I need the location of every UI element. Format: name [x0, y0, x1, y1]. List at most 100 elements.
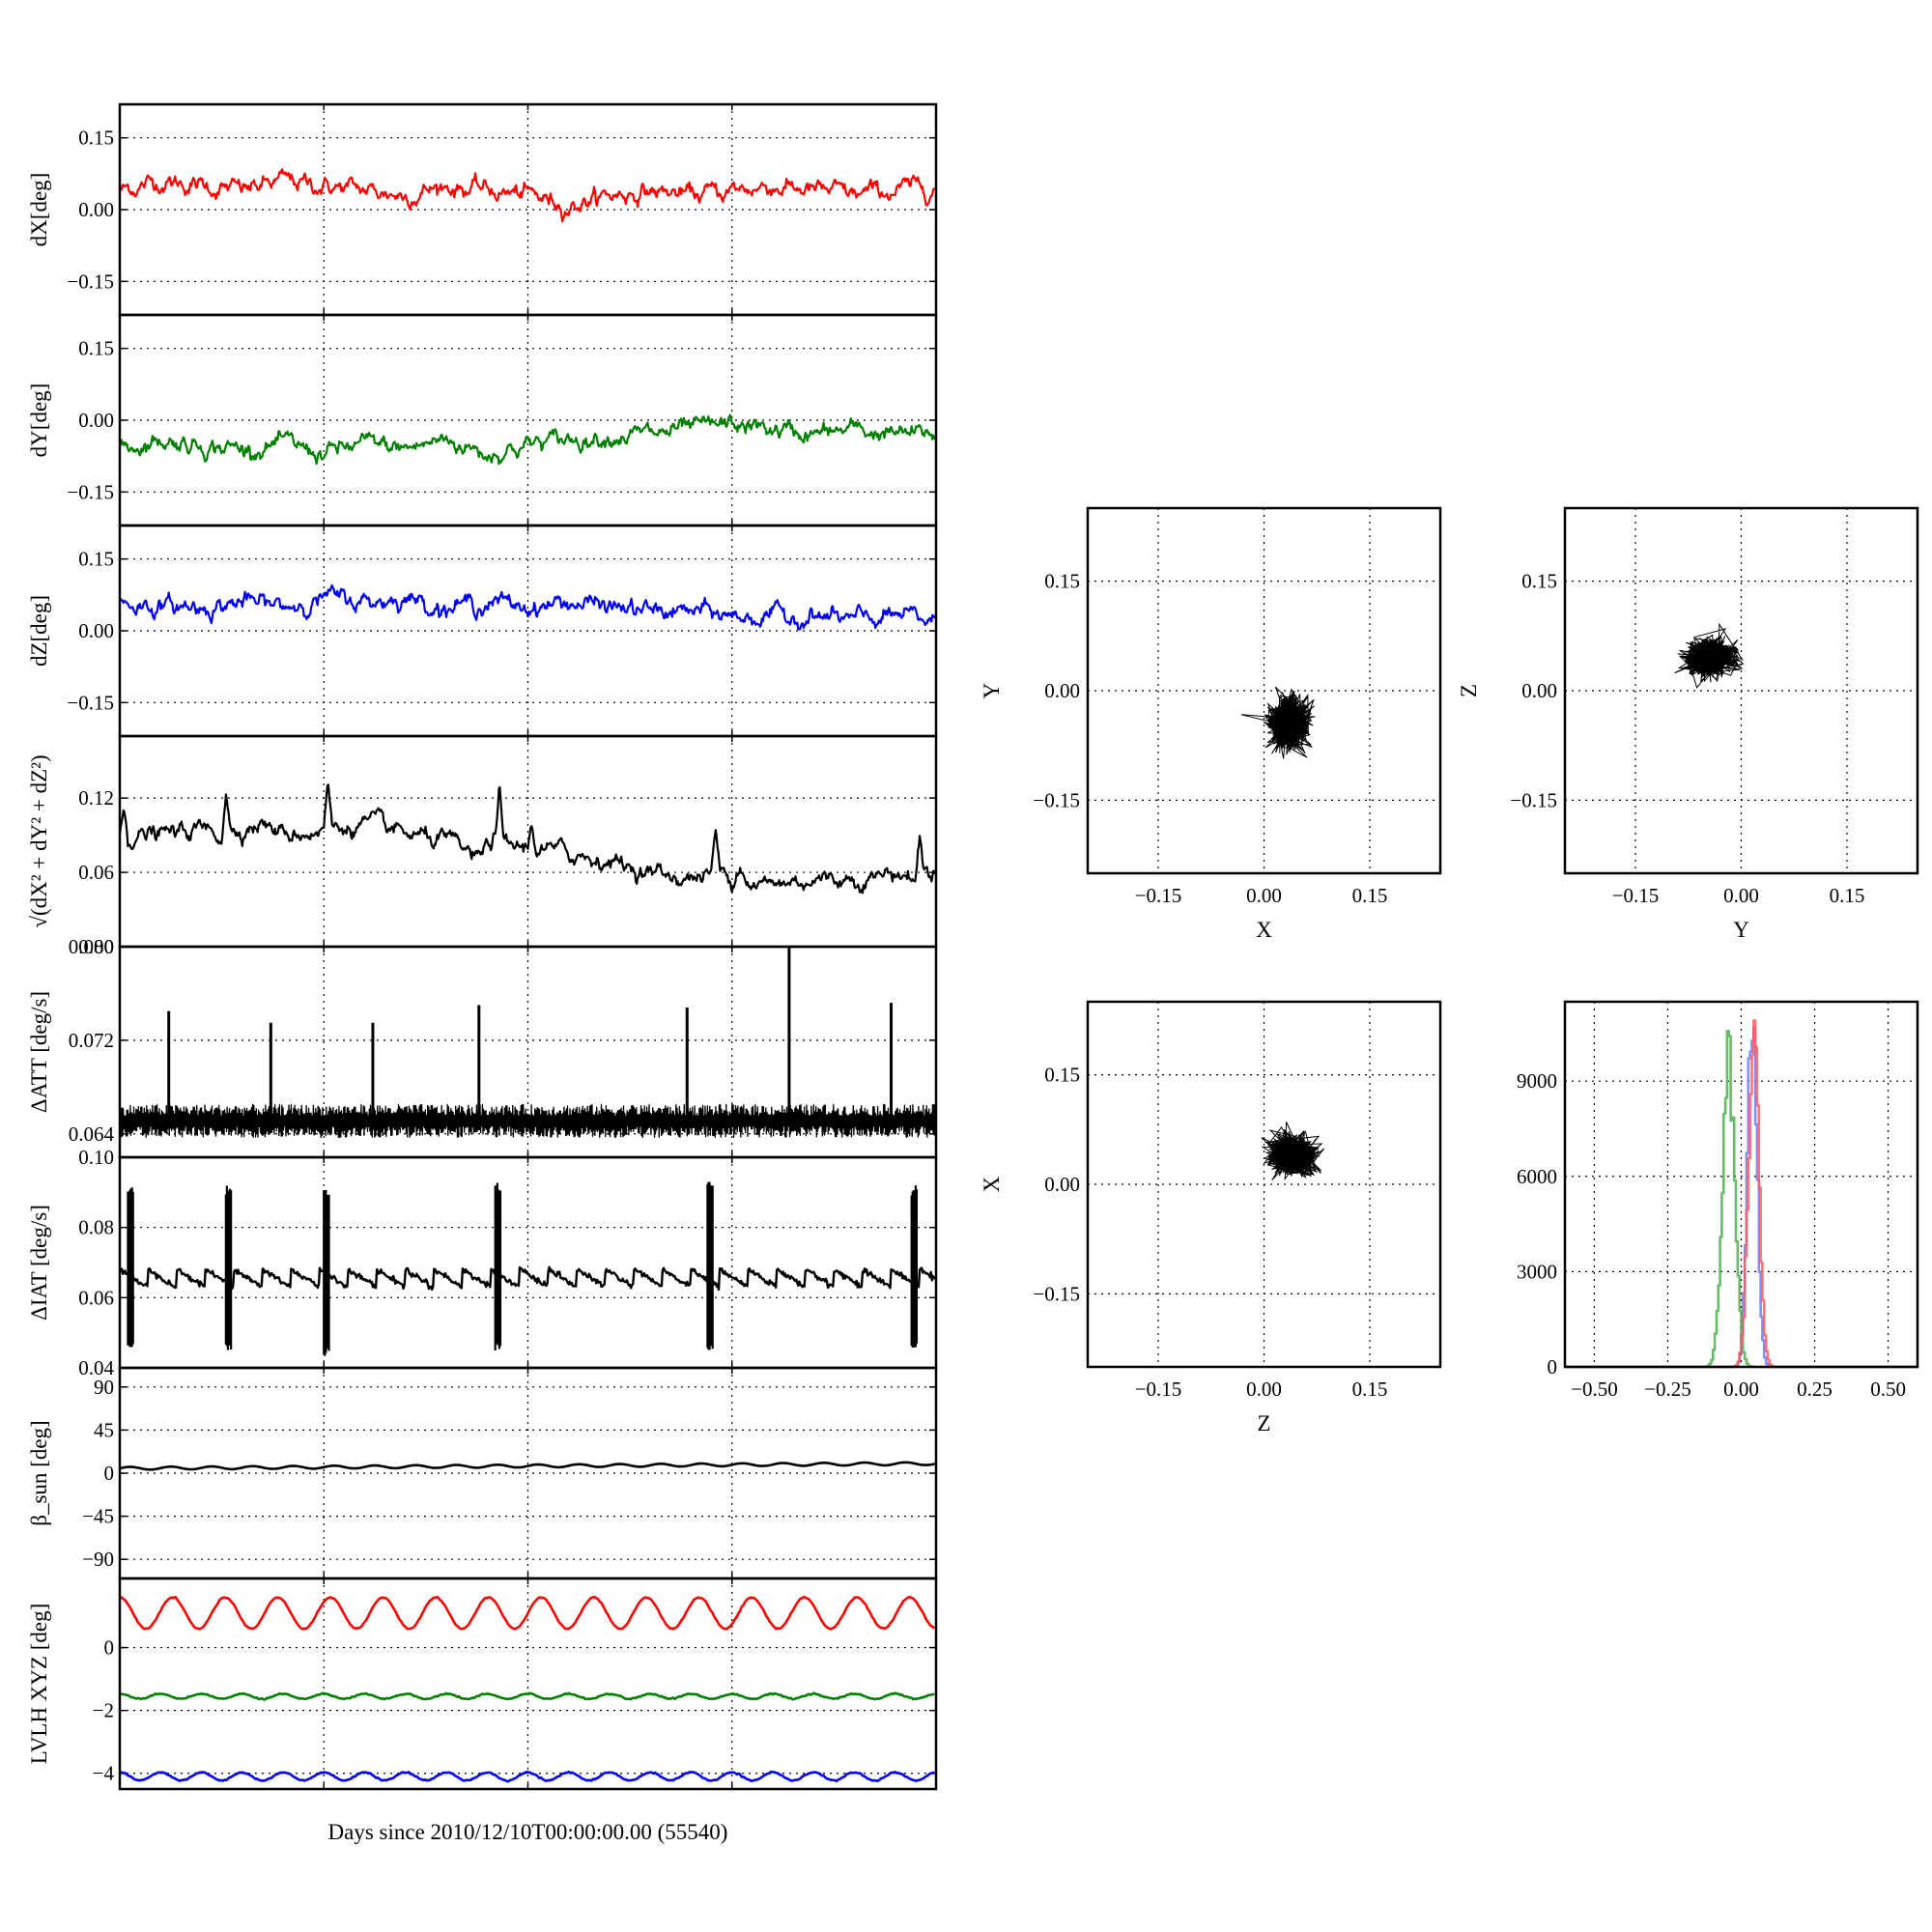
dR-series-line: [118, 783, 937, 895]
XY-xtick-label: 0.00: [1246, 884, 1282, 907]
YZ-xtick-label: 0.15: [1830, 884, 1865, 907]
lvlh-series-2: [119, 1770, 935, 1783]
dZ-ytick-label: 0.00: [78, 619, 114, 642]
dX-series-line: [118, 168, 937, 223]
beta-ytick-label: 0: [104, 1462, 115, 1485]
ZX-ylabel: X: [980, 1176, 1004, 1192]
lvlh-ylabel: LVLH XYZ [deg]: [27, 1604, 51, 1765]
dZ-ytick-label: −0.15: [67, 691, 114, 714]
XY-point-cloud: [1240, 686, 1316, 759]
dY-ytick-label: 0.00: [78, 409, 114, 432]
dIAT-ytick-label: 0.04: [78, 1356, 114, 1379]
dX-ytick-label: 0.00: [78, 198, 114, 221]
ZX-frame: [1086, 1000, 1442, 1369]
dATT-panel: 0.064 0.072 0.080 ΔATT [deg/s]: [27, 935, 938, 1159]
XY-xtick-label: −0.15: [1135, 884, 1182, 907]
lvlh-frame: [118, 1577, 938, 1791]
hist-ytick-label: 3000: [1517, 1260, 1557, 1283]
ZX-ytick-label: 0.15: [1044, 1064, 1080, 1087]
dX-ytick-label: 0.15: [78, 127, 114, 150]
YZ-point-cloud: [1674, 622, 1745, 689]
dIAT-ytick-label: 0.10: [78, 1146, 114, 1169]
dIAT-frame: [118, 1155, 938, 1370]
hist-ytick-label: 9000: [1517, 1069, 1557, 1093]
lvlh-ytick-label: −2: [93, 1699, 114, 1722]
dX-panel: −0.15 0.00 0.15 dX[deg]: [27, 102, 938, 317]
dR-panel: 0.00 0.06 0.12 √(dX² + dY² + dZ²): [27, 734, 938, 958]
hist-panel: −0.50 −0.25 0.00 0.25 0.50 0 3000 6000 9000: [1517, 1000, 1919, 1401]
dR-ylabel: √(dX² + dY² + dZ²): [27, 754, 51, 927]
XY-xtick-label: 0.15: [1352, 884, 1388, 907]
YZ-scatter-panel: −0.15 −0.15 0.00 0.00 0.15 0.15 Y Z: [1457, 506, 1919, 942]
dATT-ytick-label: 0.064: [69, 1122, 115, 1146]
beta-ytick-label: 90: [94, 1376, 114, 1399]
dZ-ytick-label: 0.15: [78, 548, 114, 571]
dY-ylabel: dY[deg]: [27, 384, 51, 458]
dIAT-panel: 0.04 0.06 0.08 0.10 ΔIAT [deg/s]: [27, 1146, 938, 1379]
hist-xtick-label: −0.25: [1644, 1378, 1691, 1401]
lvlh-series-1: [119, 1691, 935, 1701]
dIAT-ytick-label: 0.06: [78, 1286, 114, 1309]
XY-ytick-label: 0.00: [1044, 679, 1080, 702]
ZX-xtick-label: 0.15: [1352, 1378, 1388, 1401]
lvlh-panel: −4 −2 0 LVLH XYZ [deg] Days since 2010/12/10…: [27, 1577, 938, 1844]
beta-ytick-label: −90: [82, 1548, 114, 1571]
YZ-ytick-label: 0.15: [1521, 570, 1557, 593]
dX-ytick-label: −0.15: [67, 270, 114, 293]
XY-scatter-panel: −0.15 −0.15 0.00 0.00 0.15 0.15 X Y: [980, 506, 1442, 942]
plot-panels: −0.15 0.00 0.15 dX[deg] −0.15 0.00 0.15 dY[deg]…: [27, 102, 1919, 1844]
dATT-ytick-label: 0.072: [69, 1029, 114, 1052]
time-axis-xlabel: Days since 2010/12/10T00:00:00.00 (55540…: [328, 1820, 728, 1844]
dIAT-ylabel: ΔIAT [deg/s]: [27, 1205, 51, 1321]
hist-ytick-label: 6000: [1517, 1165, 1557, 1188]
ZX-ytick-label: 0.00: [1044, 1173, 1080, 1196]
YZ-ytick-label: −0.15: [1510, 788, 1557, 811]
ZX-scatter-panel: −0.15 −0.15 0.00 0.00 0.15 0.15 Z X: [980, 1000, 1442, 1435]
XY-ylabel: Y: [980, 682, 1004, 698]
ZX-xtick-label: 0.00: [1246, 1378, 1282, 1401]
dATT-ylabel: ΔATT [deg/s]: [27, 991, 51, 1113]
XY-ytick-label: −0.15: [1033, 788, 1080, 811]
dY-series-line: [118, 413, 937, 466]
dZ-ylabel: dZ[deg]: [27, 595, 51, 667]
dIAT-ytick-label: 0.08: [78, 1216, 114, 1239]
YZ-xtick-label: 0.00: [1723, 884, 1759, 907]
XY-ytick-label: 0.15: [1044, 570, 1080, 593]
hist-xtick-label: −0.50: [1571, 1378, 1618, 1401]
dR-ytick-label: 0.06: [78, 861, 114, 884]
XY-frame: [1086, 506, 1442, 875]
dY-ytick-label: −0.15: [67, 480, 114, 503]
hist-frame: [1563, 1000, 1919, 1369]
dR-ytick-label: 0.00: [78, 935, 114, 958]
ZX-xlabel: Z: [1257, 1411, 1270, 1435]
YZ-ylabel: Z: [1457, 684, 1481, 697]
lvlh-ytick-label: 0: [104, 1636, 115, 1660]
dZ-panel: −0.15 0.00 0.15 dZ[deg]: [27, 524, 938, 738]
dR-ytick-label: 0.12: [78, 786, 114, 810]
dIAT-series-line: [119, 1265, 937, 1292]
ZX-ytick-label: −0.15: [1033, 1282, 1080, 1305]
dY-ytick-label: 0.15: [78, 337, 114, 360]
hist-xtick-label: 0.50: [1870, 1378, 1906, 1401]
hist-ytick-label: 0: [1548, 1355, 1558, 1378]
YZ-xtick-label: −0.15: [1612, 884, 1660, 907]
YZ-frame: [1563, 506, 1919, 875]
lvlh-series-0: [120, 1595, 936, 1631]
beta-ylabel: β_sun [deg]: [27, 1420, 51, 1525]
YZ-xlabel: Y: [1733, 918, 1749, 942]
dZ-series-line: [118, 583, 937, 631]
hist-xtick-label: 0.25: [1797, 1378, 1833, 1401]
beta-series-line: [119, 1461, 937, 1471]
XY-xlabel: X: [1256, 918, 1272, 942]
dX-ylabel: dX[deg]: [27, 173, 51, 247]
beta-panel: −90 −45 0 45 90 β_sun [deg]: [27, 1366, 938, 1580]
beta-ytick-label: −45: [82, 1505, 114, 1528]
dY-panel: −0.15 0.00 0.15 dY[deg]: [27, 313, 938, 527]
hist-xtick-label: 0.00: [1723, 1378, 1759, 1401]
YZ-ytick-label: 0.00: [1521, 679, 1557, 702]
lvlh-ytick-label: −4: [93, 1762, 115, 1785]
dATT-ytick-label: 0.080: [69, 935, 114, 958]
beta-ytick-label: 45: [94, 1418, 114, 1441]
dATT-series-line: [119, 1103, 937, 1139]
